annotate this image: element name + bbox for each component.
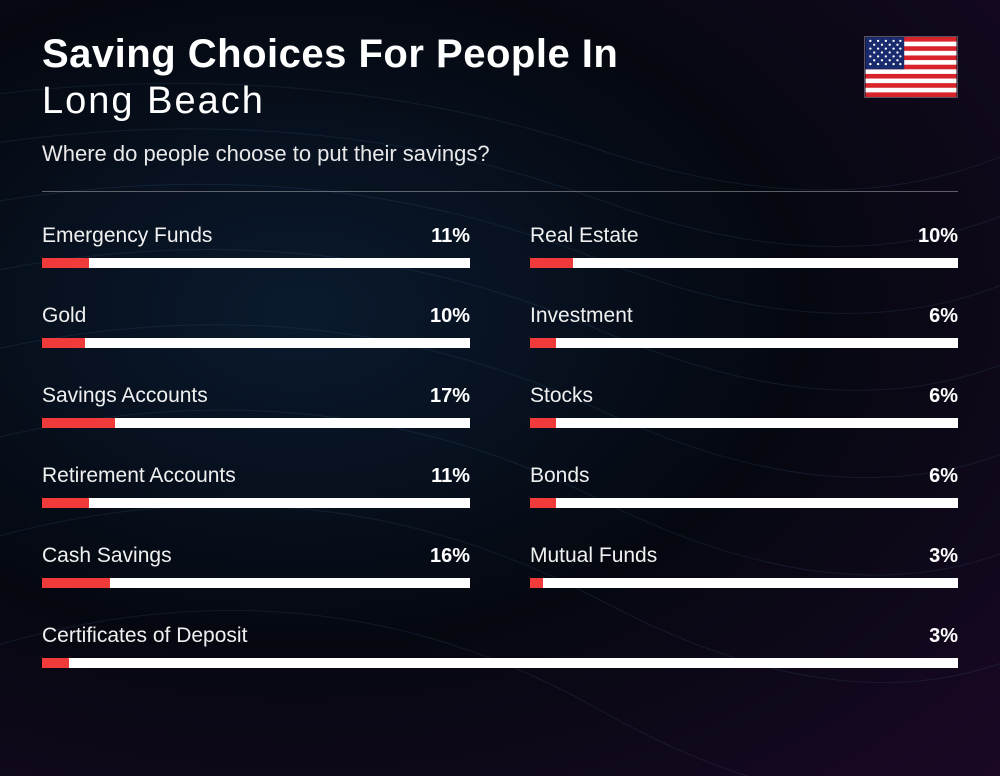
bar-track — [42, 338, 470, 348]
bar-track — [42, 418, 470, 428]
bar-item-label: Investment — [530, 304, 633, 328]
bar-grid: Emergency Funds 11% Real Estate 10% Gold 10% I… — [42, 224, 958, 668]
bar-item-label: Retirement Accounts — [42, 464, 236, 488]
bar-item-head: Cash Savings 16% — [42, 544, 470, 568]
bar-item-pct: 6% — [929, 305, 958, 328]
bar-fill — [42, 578, 110, 588]
bar-track — [42, 658, 958, 668]
bar-item-head: Bonds 6% — [530, 464, 958, 488]
bar-item-label: Cash Savings — [42, 544, 172, 568]
infographic-content: Saving Choices For People In Long Beach … — [0, 0, 1000, 700]
bar-item-pct: 3% — [929, 625, 958, 648]
bar-fill — [42, 258, 89, 268]
bar-item-pct: 6% — [929, 465, 958, 488]
bar-item-head: Emergency Funds 11% — [42, 224, 470, 248]
bar-item-head: Mutual Funds 3% — [530, 544, 958, 568]
divider — [42, 191, 958, 192]
bar-item-head: Real Estate 10% — [530, 224, 958, 248]
title-city: Long Beach — [42, 80, 958, 123]
bar-fill — [530, 578, 543, 588]
bar-track — [530, 498, 958, 508]
bar-item-label: Mutual Funds — [530, 544, 657, 568]
bar-item-pct: 3% — [929, 545, 958, 568]
bar-item-label: Stocks — [530, 384, 593, 408]
bar-item: Gold 10% — [42, 304, 470, 348]
bar-item-label: Bonds — [530, 464, 590, 488]
bar-fill — [42, 498, 89, 508]
bar-track — [42, 498, 470, 508]
usa-flag-icon — [864, 36, 958, 98]
bar-item-head: Stocks 6% — [530, 384, 958, 408]
bar-fill — [530, 338, 556, 348]
bar-item-pct: 17% — [430, 385, 470, 408]
bar-fill — [530, 258, 573, 268]
subtitle: Where do people choose to put their savi… — [42, 141, 958, 167]
bar-item-pct: 10% — [430, 305, 470, 328]
bar-item-pct: 6% — [929, 385, 958, 408]
bar-item: Stocks 6% — [530, 384, 958, 428]
bar-fill — [530, 418, 556, 428]
bar-track — [530, 338, 958, 348]
bar-track — [530, 578, 958, 588]
bar-fill — [42, 418, 115, 428]
bar-item: Bonds 6% — [530, 464, 958, 508]
bar-item-label: Savings Accounts — [42, 384, 208, 408]
bar-item-pct: 16% — [430, 545, 470, 568]
bar-item-head: Gold 10% — [42, 304, 470, 328]
bar-item-head: Retirement Accounts 11% — [42, 464, 470, 488]
bar-fill — [42, 658, 69, 668]
bar-track — [42, 578, 470, 588]
bar-fill — [530, 498, 556, 508]
bar-item: Real Estate 10% — [530, 224, 958, 268]
bar-item-label: Real Estate — [530, 224, 639, 248]
bar-item: Cash Savings 16% — [42, 544, 470, 588]
bar-item: Investment 6% — [530, 304, 958, 348]
bar-track — [530, 258, 958, 268]
bar-item-pct: 10% — [918, 225, 958, 248]
bar-item-head: Investment 6% — [530, 304, 958, 328]
bar-item-pct: 11% — [431, 225, 470, 248]
bar-track — [42, 258, 470, 268]
bar-item-label: Certificates of Deposit — [42, 624, 247, 648]
bar-item: Certificates of Deposit 3% — [42, 624, 958, 668]
bar-fill — [42, 338, 85, 348]
bar-item-head: Certificates of Deposit 3% — [42, 624, 958, 648]
bar-item-pct: 11% — [431, 465, 470, 488]
bar-item: Retirement Accounts 11% — [42, 464, 470, 508]
bar-item-label: Gold — [42, 304, 86, 328]
bar-item-label: Emergency Funds — [42, 224, 212, 248]
bar-track — [530, 418, 958, 428]
header: Saving Choices For People In Long Beach … — [42, 32, 958, 167]
bar-item-head: Savings Accounts 17% — [42, 384, 470, 408]
title-line1: Saving Choices For People In — [42, 32, 958, 76]
bar-item: Emergency Funds 11% — [42, 224, 470, 268]
bar-item: Mutual Funds 3% — [530, 544, 958, 588]
bar-item: Savings Accounts 17% — [42, 384, 470, 428]
